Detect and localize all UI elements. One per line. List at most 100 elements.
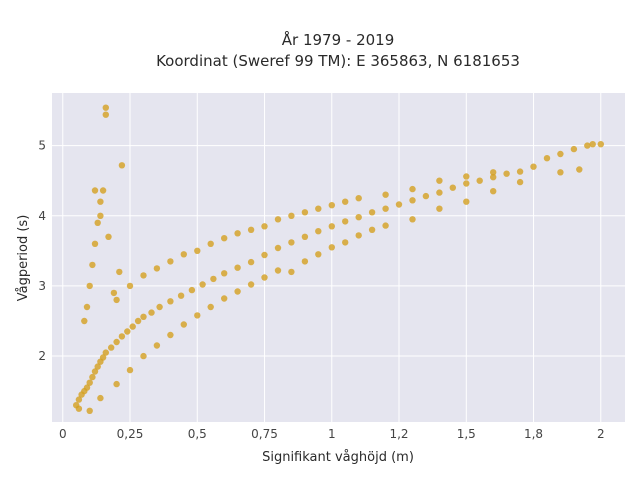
x-tick-label: 0,5 (188, 427, 207, 441)
data-point (108, 344, 115, 351)
data-point (315, 205, 322, 212)
data-point (89, 261, 96, 269)
data-point (247, 226, 255, 233)
data-point (221, 295, 228, 302)
plot-background (52, 93, 625, 422)
x-tick-label: 0,25 (117, 427, 144, 441)
data-point (449, 184, 456, 191)
data-point (503, 170, 510, 177)
data-point (490, 188, 497, 195)
data-point (315, 251, 322, 258)
data-point (274, 216, 282, 223)
data-point (288, 268, 295, 276)
data-point (118, 162, 126, 169)
y-tick-label: 3 (38, 279, 46, 293)
data-point (247, 258, 255, 266)
x-tick-label: 1,5 (457, 427, 476, 441)
data-point (102, 349, 110, 356)
data-point (167, 298, 174, 305)
y-tick-label: 4 (38, 209, 46, 223)
data-point (110, 289, 118, 297)
data-point (83, 303, 91, 311)
data-point (116, 268, 123, 276)
data-point (328, 223, 335, 230)
data-point (148, 309, 155, 316)
data-point (342, 239, 349, 246)
y-axis-label: Vågperiod (s) (16, 215, 31, 302)
data-point (234, 230, 241, 237)
data-point (221, 235, 228, 242)
data-point (118, 333, 126, 340)
data-point (156, 303, 163, 311)
data-point (89, 373, 96, 381)
data-point (91, 368, 99, 375)
data-point (83, 384, 91, 391)
data-point (81, 317, 88, 325)
data-point (140, 313, 147, 320)
data-point (261, 251, 268, 259)
data-point (75, 396, 83, 403)
chart-title: År 1979 - 2019 (282, 30, 395, 49)
data-point (86, 282, 93, 290)
data-point (409, 197, 416, 204)
data-point (557, 169, 564, 176)
data-point (570, 145, 578, 153)
data-point (476, 177, 483, 184)
data-point (516, 178, 524, 186)
data-point (288, 212, 295, 219)
data-point (463, 198, 470, 205)
data-point (167, 331, 174, 339)
data-point (490, 169, 497, 176)
x-tick-label: 0,75 (251, 427, 278, 441)
data-point (342, 198, 349, 205)
data-point (234, 288, 241, 295)
data-point (368, 226, 376, 233)
data-point (97, 212, 104, 219)
data-point (342, 218, 349, 225)
data-point (557, 150, 564, 158)
data-point (382, 191, 389, 198)
data-point (301, 209, 309, 216)
data-point (234, 264, 241, 271)
data-point (126, 282, 134, 290)
data-point (221, 270, 228, 277)
x-tick-label: 0 (59, 427, 67, 441)
data-point (355, 232, 362, 239)
x-axis-ticks: 0 0,25 0,5 0,75 1 1,2 1,5 1,8 2 (59, 427, 605, 441)
data-point (463, 173, 470, 180)
data-point (153, 342, 161, 349)
data-point (97, 198, 104, 205)
data-point (199, 281, 206, 288)
data-point (194, 247, 201, 254)
data-point (490, 174, 497, 181)
data-point (274, 267, 282, 274)
y-axis-ticks: 2 3 4 5 (38, 139, 46, 363)
data-point (395, 201, 403, 208)
data-point (113, 338, 120, 346)
data-point (274, 244, 282, 252)
data-point (247, 281, 255, 288)
data-point (113, 380, 120, 388)
data-point (409, 216, 416, 223)
data-point (153, 265, 161, 272)
data-point (180, 321, 187, 328)
data-point (301, 233, 309, 240)
data-point (167, 258, 174, 265)
data-point (140, 352, 147, 360)
data-point (134, 317, 142, 325)
data-point (180, 251, 187, 258)
data-point (97, 394, 104, 402)
grid-lines (52, 93, 625, 422)
data-point (382, 222, 389, 229)
data-point (210, 275, 217, 283)
data-point (436, 177, 443, 184)
data-point (129, 323, 136, 330)
x-tick-label: 2 (597, 427, 605, 441)
data-point (124, 328, 131, 335)
data-point (99, 187, 107, 194)
data-point (207, 240, 214, 247)
data-point (463, 180, 470, 187)
data-point (86, 379, 93, 386)
